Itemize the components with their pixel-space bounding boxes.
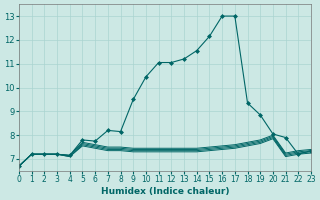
X-axis label: Humidex (Indice chaleur): Humidex (Indice chaleur)	[101, 187, 229, 196]
